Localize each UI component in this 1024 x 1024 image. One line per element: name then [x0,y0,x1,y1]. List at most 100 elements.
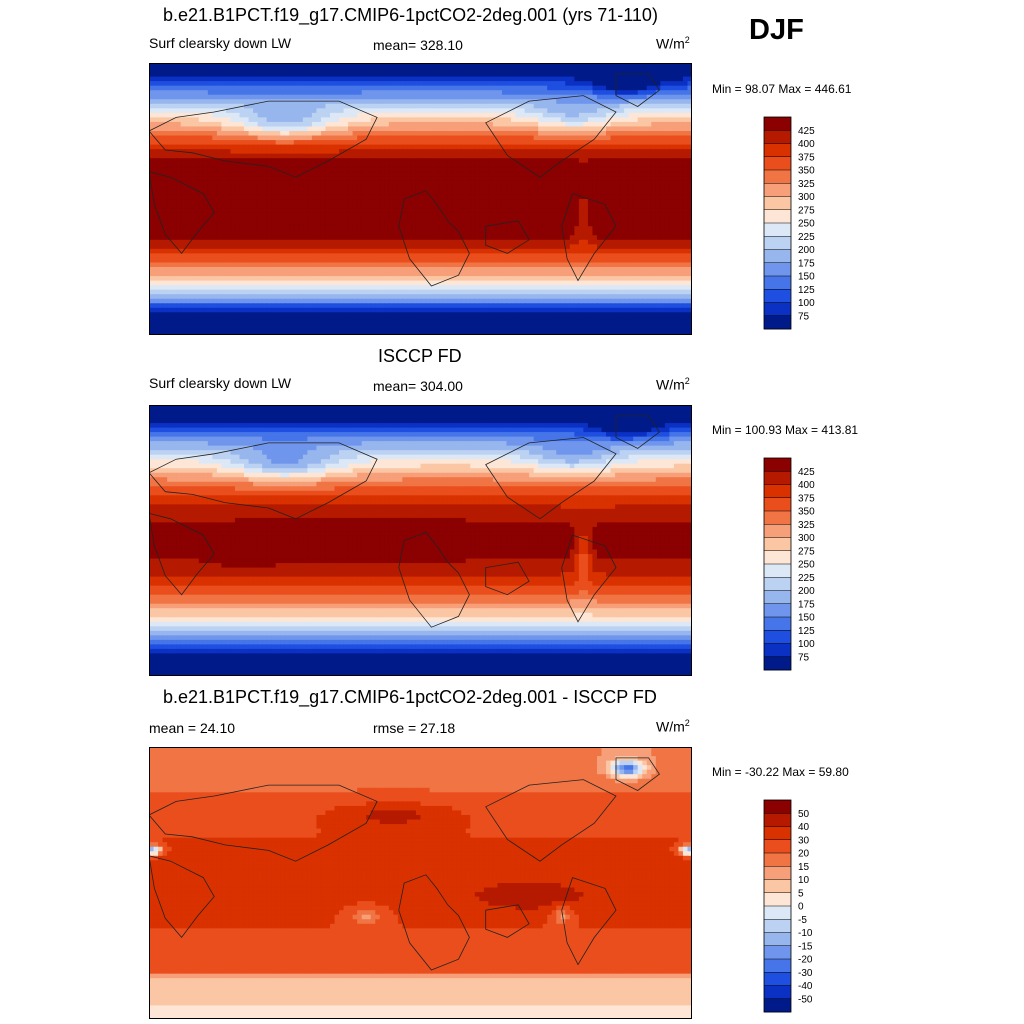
colorbar-tick-label: 20 [798,849,810,860]
colorbar-tick-label: 325 [798,520,815,531]
panel-1-mean-label: mean= 328.10 [373,37,463,53]
coastline [398,531,470,628]
coastline [149,100,378,178]
colorbar-swatch [764,471,791,485]
colorbar-swatch [764,223,791,237]
colorbar-swatch [764,315,791,330]
colorbar-swatch [764,130,791,144]
colorbar-swatch [764,866,791,880]
colorbar-tick-label: 100 [798,298,815,309]
coastline [485,220,530,254]
colorbar-tick-label: 425 [798,126,815,137]
colorbar-swatch [764,906,791,920]
colorbar-swatch [764,458,791,472]
colorbar-swatch [764,143,791,158]
coastline [485,95,617,178]
colorbar-swatch [764,236,791,250]
panel-1-minmax: Min = 98.07 Max = 446.61 [712,82,851,96]
coastline [149,512,215,596]
colorbar-tick-label: 125 [798,285,815,296]
colorbar-swatch [764,617,791,631]
colorbar-tick-label: 175 [798,258,815,269]
colorbar-tick-label: 125 [798,626,815,637]
colorbar-swatch [764,630,791,644]
panel-2-units: W/m2 [656,376,690,393]
colorbar-swatch [764,249,791,264]
colorbar-tick-label: 250 [798,219,815,230]
map-field [149,405,692,676]
colorbar-tick-label: 150 [798,613,815,624]
colorbar-tick-label: 300 [798,533,815,544]
panel-1-units: W/m2 [656,35,690,52]
colorbar-tick-label: 275 [798,546,815,557]
coastline [561,877,617,966]
colorbar-tick-label: -15 [798,941,813,952]
colorbar-swatch [764,945,791,960]
colorbar-swatch [764,919,791,933]
colorbar-swatch [764,603,791,618]
colorbar-swatch [764,117,791,131]
colorbar-swatch [764,826,791,841]
coastline [561,193,617,282]
panel-3-minmax: Min = -30.22 Max = 59.80 [712,765,849,779]
colorbar-tick-label: 5 [798,888,804,899]
colorbar-swatch [764,972,791,986]
colorbar-tick-label: 175 [798,599,815,610]
coastline [615,73,660,107]
panel-1-colorbar: 425 400 375 350 325 300 275 250 225 200 175 150 125 1… [763,116,815,330]
map-coastlines [149,73,660,287]
colorbar-tick-label: 375 [798,152,815,163]
map-coastlines [149,415,660,628]
coastline [398,874,470,971]
colorbar-tick-label: -10 [798,928,813,939]
colorbar-swatch [764,577,791,591]
colorbar-tick-label: 225 [798,232,815,243]
colorbar-tick-label: 225 [798,573,815,584]
colorbar-swatch [764,800,791,814]
colorbar-tick-label: 0 [798,902,804,913]
colorbar-tick-label: 300 [798,192,815,203]
coastline [149,442,378,520]
colorbar-tick-label: 325 [798,179,815,190]
coastline [485,561,530,596]
colorbar-tick-label: -30 [798,968,813,979]
colorbar-tick-label: 375 [798,493,815,504]
panel-2-map [149,405,692,676]
coastline [615,757,660,791]
panel-3-map [149,747,692,1019]
coastline [485,904,530,938]
colorbar-swatch [764,511,791,525]
panel-1-map [149,63,692,335]
map-field [149,63,692,335]
colorbar-swatch [764,262,791,277]
colorbar-swatch [764,289,791,303]
map-coastlines [149,757,660,971]
colorbar-swatch [764,959,791,973]
colorbar-tick-label: 350 [798,166,815,177]
coastline [615,415,660,449]
coastline [485,779,617,862]
coastline [149,171,215,255]
colorbar-tick-label: 350 [798,507,815,518]
colorbar-swatch [764,484,791,499]
colorbar-tick-label: 200 [798,245,815,256]
map-field [149,747,692,1019]
colorbar-tick-label: -20 [798,955,813,966]
colorbar-tick-label: 400 [798,480,815,491]
colorbar-tick-label: 30 [798,835,810,846]
colorbar-swatch [764,302,791,317]
colorbar-swatch [764,892,791,907]
colorbar-swatch [764,853,791,867]
colorbar-tick-label: 10 [798,875,810,886]
colorbar-swatch [764,156,791,171]
colorbar-swatch [764,985,791,1000]
colorbar-tick-label: 400 [798,139,815,150]
panel-2-mean-label: mean= 304.00 [373,378,463,394]
coastline [149,784,378,862]
colorbar-tick-label: -5 [798,915,807,926]
map-frame [149,63,692,335]
colorbar-tick-label: 200 [798,586,815,597]
panel-1-variable-label: Surf clearsky down LW [149,35,291,51]
panel-3-units: W/m2 [656,718,690,735]
